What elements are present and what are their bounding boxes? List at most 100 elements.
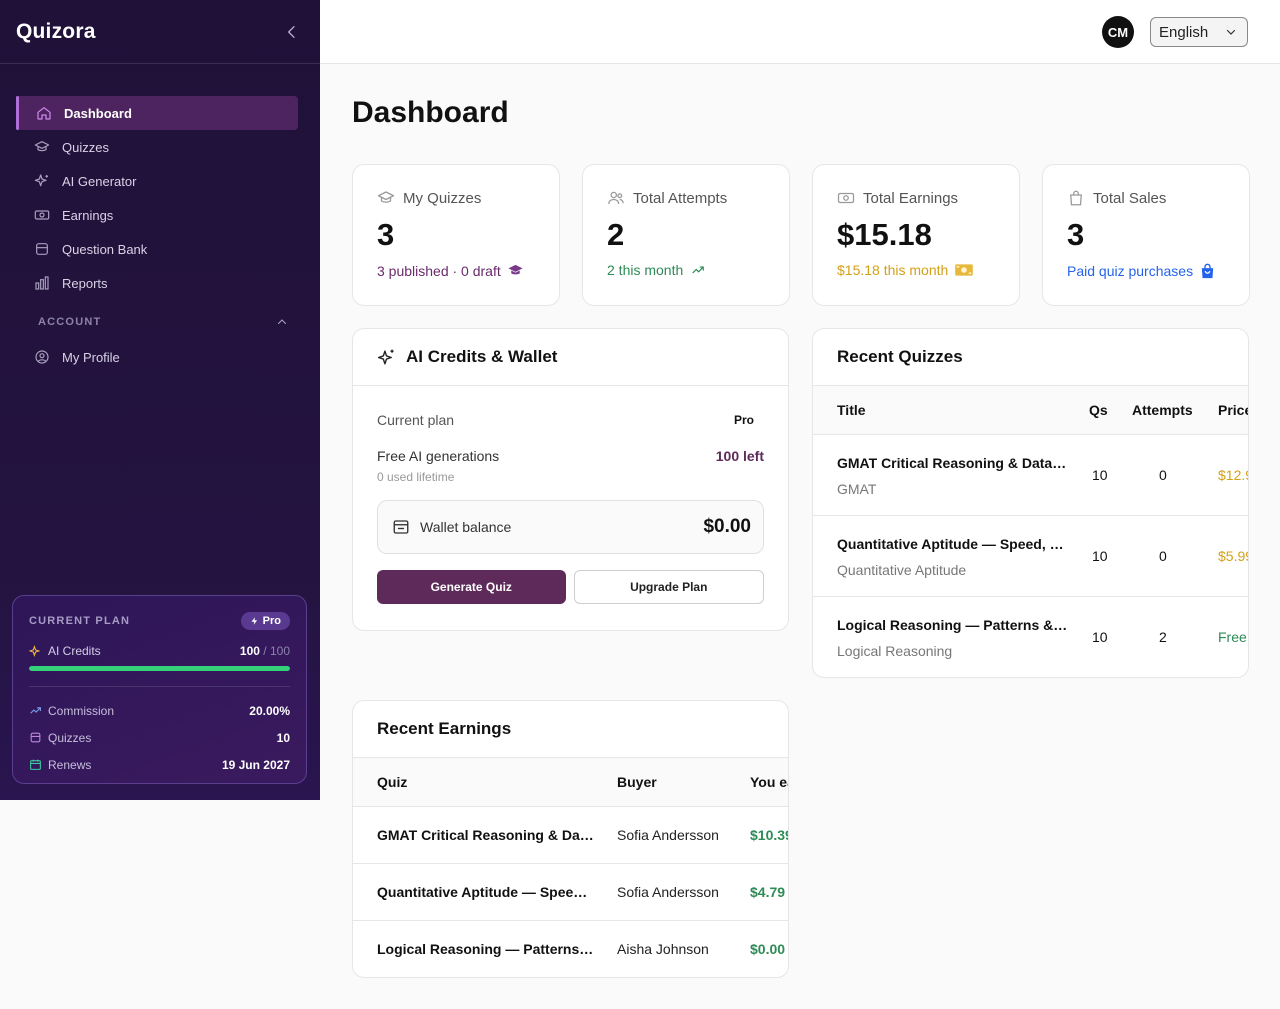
stat-sub: Paid quiz purchases xyxy=(1067,263,1194,279)
users-icon xyxy=(608,191,624,205)
quiz-price: $12.99 xyxy=(1218,467,1248,483)
column-header[interactable]: Title xyxy=(837,402,866,418)
sidebar-item-label: Reports xyxy=(62,275,108,291)
user-circle-icon xyxy=(35,350,49,364)
bar-chart-icon xyxy=(35,276,49,290)
wallet-balance-label: Wallet balance xyxy=(420,519,512,535)
sidebar-item-quizzes[interactable]: Quizzes xyxy=(16,130,304,164)
earning-amount: $0.00 xyxy=(750,941,786,957)
account-section-header[interactable]: ACCOUNT xyxy=(16,304,304,340)
archive-icon xyxy=(30,732,41,743)
archive-icon xyxy=(36,243,48,255)
stat-sub: 2 this month xyxy=(607,262,684,278)
column-header[interactable]: Buyer xyxy=(617,774,657,790)
brand-logo[interactable]: Quizora xyxy=(16,19,96,43)
sidebar-item-dashboard[interactable]: Dashboard xyxy=(16,96,298,130)
page-title: Dashboard xyxy=(352,96,509,129)
column-header[interactable]: Qs xyxy=(1089,402,1108,418)
sidebar-nav: Dashboard Quizzes AI Generator Earnings … xyxy=(0,64,320,374)
table-header: Quiz Buyer You earned xyxy=(353,758,788,807)
column-header[interactable]: Attempts xyxy=(1132,402,1193,418)
trending-up-icon xyxy=(30,707,41,714)
sidebar-item-label: My Profile xyxy=(62,349,120,365)
current-plan-value: Pro xyxy=(733,413,754,427)
card-title: AI Credits & Wallet xyxy=(406,347,558,366)
earning-amount: $4.79 xyxy=(750,884,786,900)
earning-quiz[interactable]: Logical Reasoning — Patterns & Sequences xyxy=(377,941,595,957)
quiz-price: $5.99 xyxy=(1218,548,1248,564)
quiz-attempts: 0 xyxy=(1159,467,1167,483)
ai-credits-progress xyxy=(29,666,290,671)
column-header[interactable]: You earned xyxy=(750,774,788,790)
topbar: CM English xyxy=(320,0,1280,64)
commission-value: 20.00% xyxy=(249,703,290,718)
stat-value: 3 xyxy=(377,217,395,252)
sidebar-item-label: Question Bank xyxy=(62,241,148,257)
quiz-title[interactable]: Logical Reasoning — Patterns & Sequences xyxy=(837,617,1069,633)
sidebar-item-reports[interactable]: Reports xyxy=(16,266,304,300)
stat-card-total-earnings[interactable]: Total Earnings $15.18 $15.18 this month xyxy=(812,164,1020,306)
column-header[interactable]: Price xyxy=(1218,402,1249,418)
table-row[interactable]: Quantitative Aptitude — Speed, Time & Di… xyxy=(353,864,788,921)
current-plan-label: Current plan xyxy=(377,412,455,428)
quiz-qs: 10 xyxy=(1092,548,1108,564)
quiz-attempts: 2 xyxy=(1159,629,1167,645)
renews-value: 19 Jun 2027 xyxy=(221,757,290,772)
sidebar-item-earnings[interactable]: Earnings xyxy=(16,198,304,232)
column-header[interactable]: Quiz xyxy=(377,774,408,790)
table-row[interactable]: GMAT Critical Reasoning & Data Sufficien… xyxy=(353,807,788,864)
stat-label: Total Sales xyxy=(1093,189,1167,207)
sparkles-icon xyxy=(34,174,48,187)
ai-credits-wallet-card: AI Credits & Wallet Current plan Pro Fre… xyxy=(352,328,789,631)
home-icon xyxy=(37,107,51,120)
language-select[interactable]: English xyxy=(1150,17,1248,47)
quiz-qs: 10 xyxy=(1092,629,1108,645)
stat-value: $15.18 xyxy=(837,217,932,252)
stat-sub: $15.18 this month xyxy=(837,262,949,278)
earning-quiz[interactable]: Quantitative Aptitude — Speed, Time & Di… xyxy=(377,884,595,900)
shopping-bag-icon xyxy=(1201,263,1214,279)
table-row[interactable]: Logical Reasoning — Patterns & Sequences… xyxy=(813,597,1248,677)
card-title: Recent Quizzes xyxy=(813,329,1248,386)
banknote-icon xyxy=(34,210,50,220)
calendar-icon xyxy=(30,759,41,770)
commission-label: Commission xyxy=(48,703,115,718)
sidebar-item-ai-generator[interactable]: AI Generator xyxy=(16,164,304,198)
table-row[interactable]: Logical Reasoning — Patterns & Sequences… xyxy=(353,921,788,977)
ai-credits-label: AI Credits xyxy=(48,644,101,658)
earning-amount: $10.39 xyxy=(750,827,789,843)
earning-quiz[interactable]: GMAT Critical Reasoning & Data Sufficien… xyxy=(377,827,595,843)
quiz-category: Logical Reasoning xyxy=(837,643,953,659)
earning-buyer: Aisha Johnson xyxy=(617,941,709,957)
card-title: Recent Earnings xyxy=(353,701,788,758)
table-row[interactable]: Quantitative Aptitude — Speed, Time & Di… xyxy=(813,516,1248,597)
collapse-sidebar-button[interactable] xyxy=(280,20,304,44)
chevron-up-icon xyxy=(277,319,287,325)
ai-credits-progress-fill xyxy=(29,666,290,671)
table-row[interactable]: GMAT Critical Reasoning & Data Sufficien… xyxy=(813,435,1248,516)
stat-card-my-quizzes[interactable]: My Quizzes 3 3 published · 0 draft xyxy=(352,164,560,306)
sidebar-item-my-profile[interactable]: My Profile xyxy=(16,340,304,374)
avatar[interactable]: CM xyxy=(1102,16,1134,48)
stat-sub: 3 published · 0 draft xyxy=(377,262,501,279)
quiz-title[interactable]: Quantitative Aptitude — Speed, Time & Di… xyxy=(837,536,1069,552)
sidebar-item-question-bank[interactable]: Question Bank xyxy=(16,232,304,266)
sidebar-item-label: Earnings xyxy=(62,207,114,223)
plan-card-label: CURRENT PLAN xyxy=(29,615,131,627)
ai-credits-total: / 100 xyxy=(263,644,290,658)
upgrade-plan-button[interactable]: Upgrade Plan xyxy=(573,570,764,604)
stat-label: My Quizzes xyxy=(403,189,482,207)
wallet-balance-box: Wallet balance $0.00 xyxy=(377,500,764,554)
quiz-price: Free xyxy=(1218,629,1247,645)
banknote-icon xyxy=(837,192,855,204)
generate-quiz-button[interactable]: Generate Quiz xyxy=(377,570,566,604)
stat-value: 3 xyxy=(1067,217,1085,252)
used-lifetime: 0 used lifetime xyxy=(377,470,455,484)
stat-card-total-sales[interactable]: Total Sales 3 Paid quiz purchases xyxy=(1042,164,1250,306)
stat-card-total-attempts[interactable]: Total Attempts 2 2 this month xyxy=(582,164,790,306)
money-icon xyxy=(955,264,974,276)
recent-earnings-card: Recent Earnings Quiz Buyer You earned GM… xyxy=(352,700,789,978)
quiz-attempts: 0 xyxy=(1159,548,1167,564)
free-generations-label: Free AI generations xyxy=(377,448,500,464)
quiz-title[interactable]: GMAT Critical Reasoning & Data Sufficien… xyxy=(837,455,1069,471)
